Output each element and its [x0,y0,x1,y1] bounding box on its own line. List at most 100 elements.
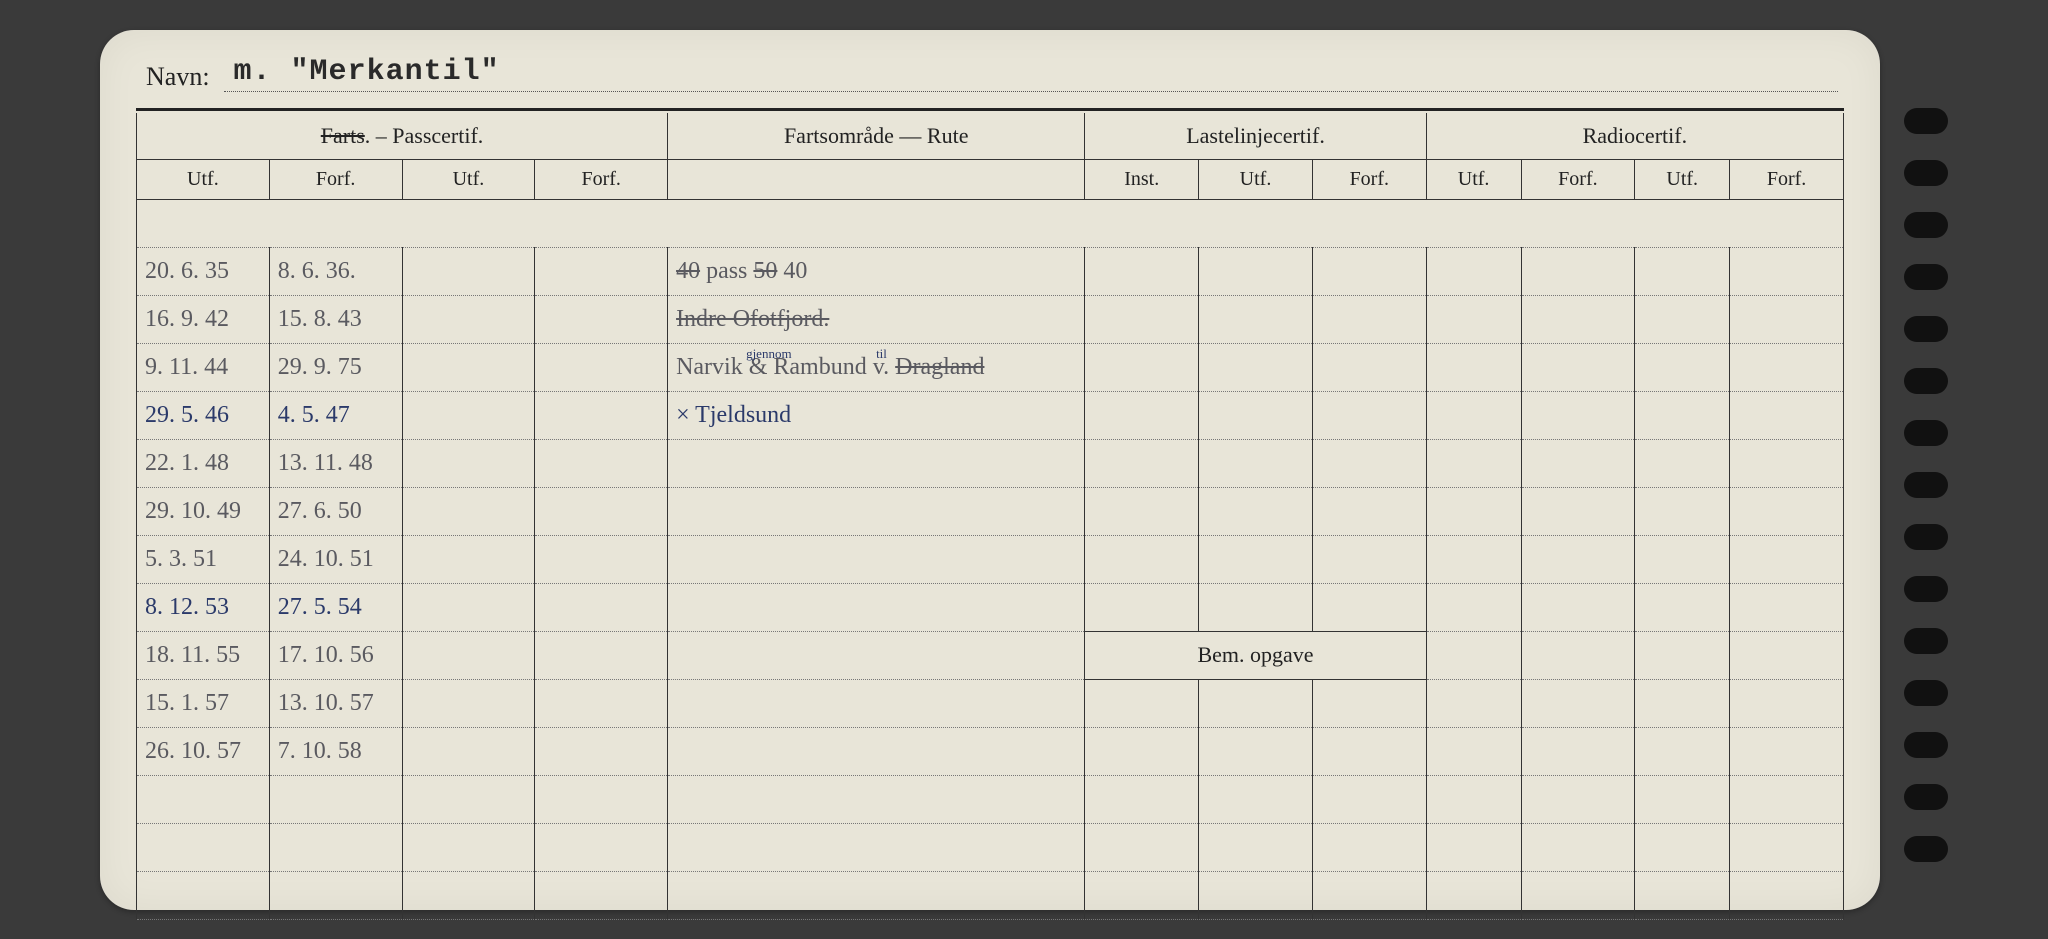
cell-inst [1085,727,1199,775]
cell-forf3 [1312,775,1426,823]
cell-utf3 [1199,439,1313,487]
cell-forf1 [269,775,402,823]
header-passcertif-struck: Farts [321,123,365,148]
cell-forf3 [1312,823,1426,871]
cell-inst [1085,583,1199,631]
cell-utf2 [402,247,535,295]
header-radio: Radiocertif. [1426,113,1843,160]
cell-forf1: 27. 6. 50 [269,487,402,535]
handwritten-text: 24. 10. 51 [278,546,374,572]
handwritten-text: 4. 5. 47 [278,402,350,428]
handwritten-text: 17. 10. 56 [278,642,374,668]
cell-utf2 [402,679,535,727]
handwritten-text: pass [700,258,753,284]
header-fartsomrade: Fartsområde — Rute [668,113,1085,160]
sub-forf-4: Forf. [1521,159,1635,199]
handwritten-text: 13. 10. 57 [278,690,374,716]
cell-forf4 [1521,535,1635,583]
cell-rute [668,775,1085,823]
cell-forf4 [1521,247,1635,295]
cell-forf4 [1521,871,1635,919]
cell-forf2 [535,871,668,919]
cell-utf4 [1426,583,1521,631]
page-wrap: Navn: m. "Merkantil" Farts. – Passcertif… [100,30,1948,910]
cell-forf4 [1521,775,1635,823]
cell-inst [1085,487,1199,535]
cell-utf2 [402,727,535,775]
cell-forf3 [1312,295,1426,343]
cell-rute [668,535,1085,583]
cell-utf3 [1199,823,1313,871]
cell-utf2 [402,823,535,871]
header-lastelinje: Lastelinjecertif. [1085,113,1426,160]
binder-hole [1904,420,1948,446]
cell-utf2 [402,343,535,391]
sub-forf-1: Forf. [269,159,402,199]
name-value: m. "Merkantil" [234,55,500,89]
cell-utf5 [1635,631,1730,679]
cell-utf5 [1635,391,1730,439]
cell-forf3 [1312,871,1426,919]
cell-forf2 [535,247,668,295]
cell-utf4 [1426,487,1521,535]
cell-utf5 [1635,727,1730,775]
cell-utf3 [1199,343,1313,391]
cell-utf2 [402,631,535,679]
cell-forf1: 29. 9. 75 [269,343,402,391]
cell-forf4 [1521,823,1635,871]
cell-forf5 [1730,583,1844,631]
cell-forf3 [1312,343,1426,391]
cell-utf1: 9. 11. 44 [137,343,270,391]
cell-forf2 [535,775,668,823]
cell-utf2 [402,583,535,631]
handwritten-text: 15. 1. 57 [145,690,229,716]
binder-hole [1904,524,1948,550]
cell-utf5 [1635,295,1730,343]
binder-hole [1904,212,1948,238]
cell-forf2 [535,583,668,631]
cell-utf2 [402,775,535,823]
cell-forf4 [1521,727,1635,775]
cell-forf2 [535,679,668,727]
rute-content: × Tjeldsund [676,402,791,427]
cell-rute [668,871,1085,919]
group-header-row: Farts. – Passcertif. Fartsområde — Rute … [137,113,1844,160]
cell-utf4 [1426,727,1521,775]
cell-forf2 [535,391,668,439]
cell-forf1 [269,823,402,871]
cell-utf1: 8. 12. 53 [137,583,270,631]
header-passcertif: Farts. – Passcertif. [137,113,668,160]
cell-utf3 [1199,487,1313,535]
cell-forf5 [1730,631,1844,679]
sub-forf-3: Forf. [1312,159,1426,199]
cell-forf1: 15. 8. 43 [269,295,402,343]
cell-forf5 [1730,823,1844,871]
cell-utf5 [1635,823,1730,871]
cell-utf5 [1635,247,1730,295]
handwritten-text: 29. 10. 49 [145,498,241,524]
cell-rute [668,583,1085,631]
cell-utf5 [1635,583,1730,631]
cell-forf2 [535,295,668,343]
cell-rute: × Tjeldsund [668,391,1085,439]
cell-forf2 [535,631,668,679]
handwritten-text: 27. 5. 54 [278,594,362,620]
cell-forf5 [1730,871,1844,919]
cell-utf4 [1426,391,1521,439]
cell-inst [1085,391,1199,439]
cell-utf4 [1426,775,1521,823]
cell-utf1 [137,871,270,919]
handwritten-text: 20. 6. 35 [145,258,229,284]
handwritten-text: 16. 9. 42 [145,306,229,332]
cell-forf5 [1730,535,1844,583]
cell-inst [1085,439,1199,487]
cell-utf4 [1426,871,1521,919]
cell-forf3 [1312,535,1426,583]
binder-holes [1904,78,1948,862]
cell-inst [1085,247,1199,295]
cell-utf4 [1426,295,1521,343]
cell-rute [668,727,1085,775]
sub-header-row: Utf. Forf. Utf. Forf. Inst. Utf. Forf. U… [137,159,1844,199]
cell-inst [1085,679,1199,727]
cell-forf2 [535,535,668,583]
